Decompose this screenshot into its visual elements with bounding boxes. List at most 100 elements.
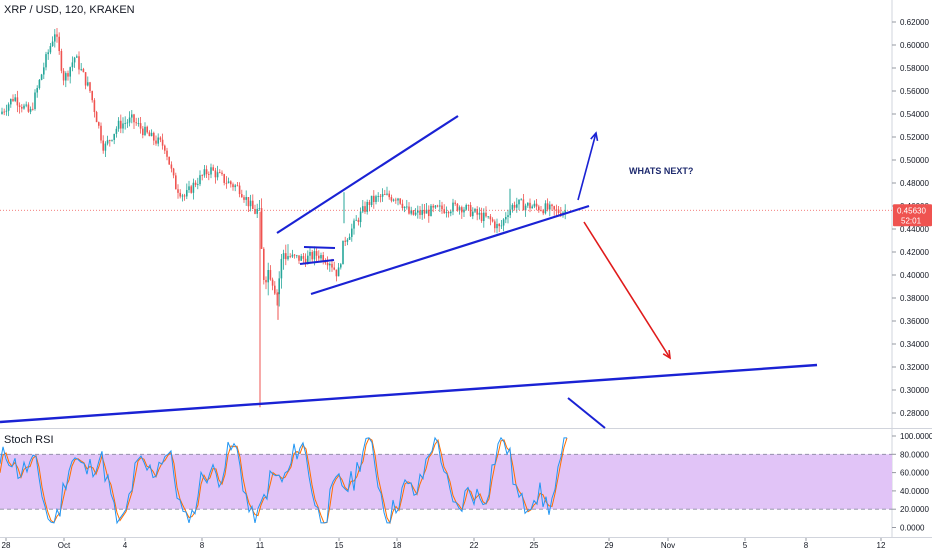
candle-body (25, 104, 27, 106)
candle-body (16, 97, 19, 106)
candle-body (115, 128, 118, 134)
candle-body (296, 255, 298, 257)
candle-body (60, 51, 63, 71)
candle-body (456, 203, 459, 211)
candle-body (489, 216, 492, 220)
candle-body (38, 79, 41, 89)
candle-body (285, 253, 287, 260)
candle-body (421, 210, 423, 215)
candle-body (384, 194, 386, 195)
current-price-label: 0.45630 (897, 206, 926, 215)
candle-body (302, 256, 305, 259)
candle-body (263, 248, 265, 280)
candle-body (395, 199, 397, 201)
candle-body (392, 199, 395, 201)
candle-body (531, 206, 533, 209)
candle-body (280, 258, 283, 279)
stoch-axis-label: 100.0000 (900, 432, 932, 441)
candle-body (29, 108, 32, 112)
candle-body (282, 253, 285, 259)
candle-body (10, 98, 12, 105)
candle-body (540, 210, 542, 212)
time-axis-label: Oct (58, 541, 71, 550)
candle-body (91, 91, 93, 101)
candle-body (311, 251, 313, 260)
candle-body (124, 123, 126, 124)
candle-body (230, 181, 232, 185)
candle-body (329, 263, 331, 266)
candle-body (89, 82, 91, 92)
candle-body (205, 169, 208, 175)
candle-body (164, 145, 166, 151)
candle-body (326, 263, 329, 266)
countdown-label: 52:01 (901, 216, 922, 225)
candle-body (364, 206, 366, 212)
candle-body (117, 120, 120, 129)
candle-body (65, 73, 67, 81)
candle-body (555, 209, 558, 211)
candle-body (247, 197, 250, 207)
candle-body (432, 205, 434, 208)
candle-body (104, 143, 107, 151)
time-axis-label: 28 (2, 541, 11, 550)
candle-body (410, 210, 412, 214)
candle-body (502, 219, 505, 226)
candle-body (135, 122, 137, 124)
time-axis-label: 18 (393, 541, 402, 550)
candle-body (331, 263, 333, 268)
candle-body (188, 186, 190, 191)
candle-body (478, 212, 481, 215)
candle-body (161, 139, 164, 146)
candle-body (265, 279, 267, 283)
candle-body (414, 212, 417, 215)
candle-body (23, 105, 25, 109)
long-support-line (0, 363, 818, 424)
candle-body (498, 223, 500, 227)
candle-body (527, 202, 529, 206)
candle-body (551, 204, 553, 207)
candle-body (249, 200, 252, 207)
candle-body (5, 110, 8, 112)
candle-body (32, 108, 34, 110)
time-axis-label: 12 (877, 541, 886, 550)
candle-body (344, 240, 346, 242)
candle-body (465, 205, 467, 210)
candle-body (100, 125, 102, 141)
candle-body (148, 132, 151, 137)
candle-body (137, 123, 140, 124)
candle-body (368, 201, 371, 205)
candle-body (304, 258, 307, 265)
candle-body (529, 202, 531, 209)
candle-body (307, 255, 309, 265)
candle-body (428, 209, 430, 217)
candle-body (522, 199, 525, 211)
candle-body (45, 54, 47, 68)
candle-body (177, 189, 179, 193)
candle-body (487, 216, 489, 218)
up-arrow-head (590, 131, 599, 142)
candle-body (373, 195, 375, 202)
time-axis-label: 5 (743, 541, 748, 550)
candle-body (458, 207, 461, 211)
candle-body (260, 208, 263, 249)
flag-top-line (303, 246, 336, 249)
candle-body (150, 132, 153, 137)
candle-body (232, 184, 234, 188)
candle-body (403, 206, 406, 209)
candle-body (351, 228, 353, 237)
candle-body (480, 212, 483, 222)
candle-body (216, 172, 219, 178)
candle-body (84, 72, 87, 86)
price-axis-label: 0.28000 (900, 409, 929, 418)
candle-body (322, 255, 324, 262)
candle-body (56, 34, 58, 37)
candle-body (291, 254, 294, 257)
candle-body (483, 212, 485, 222)
candle-body (122, 123, 124, 129)
candle-body (507, 215, 509, 218)
candle-body (252, 200, 254, 210)
price-axis-label: 0.60000 (900, 41, 929, 50)
candle-body (463, 209, 465, 213)
